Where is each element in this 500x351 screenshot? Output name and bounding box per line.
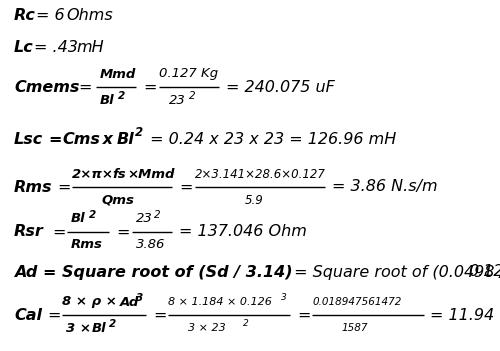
Text: fs: fs	[112, 167, 126, 180]
Text: = 0.24 x 23 x 23 = 126.96 mH: = 0.24 x 23 x 23 = 126.96 mH	[145, 132, 396, 147]
Text: 3: 3	[281, 293, 287, 303]
Text: 0.018947561472: 0.018947561472	[312, 297, 402, 307]
Text: 5.9: 5.9	[245, 193, 264, 206]
Text: 8 × 1.184 × 0.126: 8 × 1.184 × 0.126	[168, 297, 272, 307]
Text: = 240.075 uF: = 240.075 uF	[226, 79, 335, 94]
Text: = .43: = .43	[34, 40, 83, 54]
Text: Cal: Cal	[14, 307, 42, 323]
Text: = 137.046 Ohm: = 137.046 Ohm	[179, 225, 307, 239]
Text: =: =	[52, 225, 66, 239]
Text: =: =	[143, 79, 156, 94]
Text: Lsc: Lsc	[14, 132, 44, 147]
Text: = 11.94 uF: = 11.94 uF	[430, 307, 500, 323]
Text: x: x	[97, 132, 118, 147]
Text: ×Mmd: ×Mmd	[127, 167, 174, 180]
Text: =: =	[116, 225, 130, 239]
Text: = 6: = 6	[36, 7, 70, 22]
Text: 0.127 Kg: 0.127 Kg	[159, 67, 218, 80]
Text: =: =	[49, 132, 68, 147]
Text: Cms: Cms	[62, 132, 100, 147]
Text: mH: mH	[76, 40, 104, 54]
Text: Ad = Square root of (Sd / 3.14): Ad = Square root of (Sd / 3.14)	[14, 265, 292, 279]
Text: Ohms: Ohms	[66, 7, 113, 22]
Text: =: =	[179, 179, 192, 194]
Text: 0.126: 0.126	[468, 265, 500, 279]
Text: Rsr: Rsr	[14, 225, 44, 239]
Text: 2×3.141×28.6×0.127: 2×3.141×28.6×0.127	[195, 167, 326, 180]
Text: Bl: Bl	[117, 132, 135, 147]
Text: 2×π×: 2×π×	[72, 167, 114, 180]
Text: Bl: Bl	[100, 93, 114, 106]
Text: 2: 2	[243, 319, 249, 329]
Text: Bl: Bl	[71, 212, 86, 225]
Text: =: =	[153, 307, 166, 323]
Text: Rms: Rms	[14, 179, 52, 194]
Text: 23: 23	[169, 93, 186, 106]
Text: 3 ×: 3 ×	[66, 322, 96, 335]
Text: 2: 2	[89, 210, 96, 220]
Text: Qms: Qms	[102, 193, 135, 206]
Text: = 3.86 N.s/m: = 3.86 N.s/m	[332, 179, 438, 194]
Text: =: =	[297, 307, 310, 323]
Text: Bl: Bl	[92, 322, 106, 335]
Text: 3 × 23: 3 × 23	[188, 323, 226, 333]
Text: 2: 2	[154, 210, 160, 220]
Text: =: =	[57, 179, 70, 194]
Text: 3.86: 3.86	[136, 238, 166, 252]
Text: = Square root of (0.0498 / 3.14) =: = Square root of (0.0498 / 3.14) =	[289, 265, 500, 279]
Text: 2: 2	[189, 91, 196, 101]
Text: 8 × ρ ×: 8 × ρ ×	[62, 296, 122, 309]
Text: =: =	[47, 307, 60, 323]
Text: 2: 2	[118, 91, 125, 101]
Text: 2: 2	[135, 126, 143, 139]
Text: =: =	[78, 79, 92, 94]
Text: 23: 23	[136, 212, 153, 225]
Text: 3: 3	[136, 293, 143, 303]
Text: Lc: Lc	[14, 40, 34, 54]
Text: 2: 2	[109, 319, 116, 329]
Text: Rc: Rc	[14, 7, 36, 22]
Text: Ad: Ad	[120, 296, 140, 309]
Text: 1587: 1587	[342, 323, 368, 333]
Text: Cmems: Cmems	[14, 79, 80, 94]
Text: Rms: Rms	[71, 238, 103, 252]
Text: Mmd: Mmd	[100, 67, 136, 80]
